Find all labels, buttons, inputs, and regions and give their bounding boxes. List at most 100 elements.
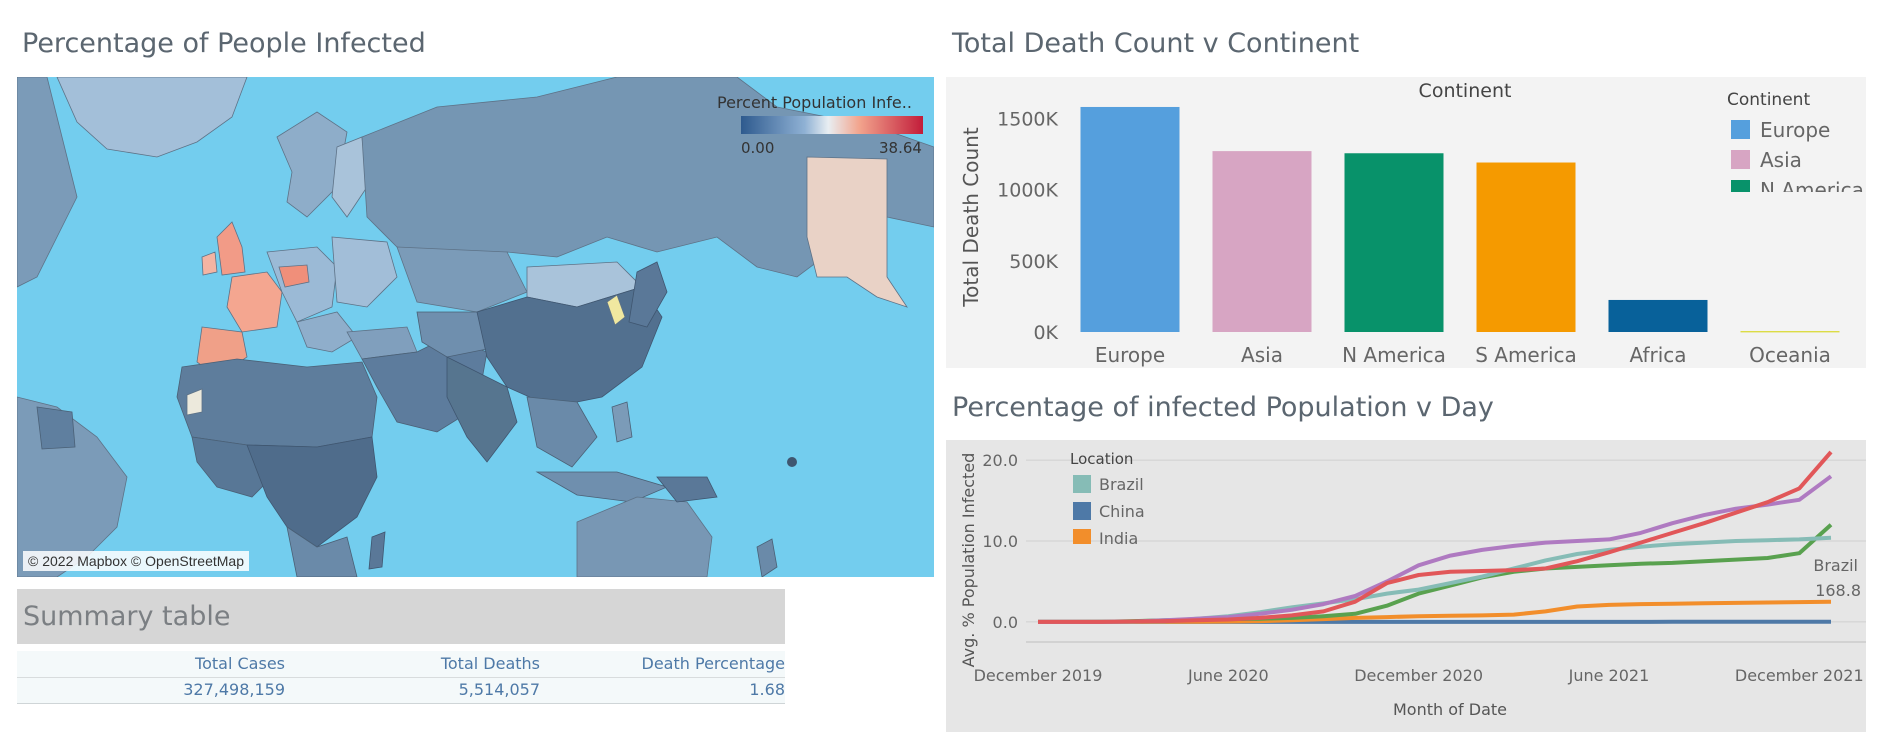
map-color-legend: Percent Population Infe.. 0.00 38.64 (717, 93, 934, 157)
line-legend-swatch[interactable] (1073, 502, 1091, 520)
map-region-colombia[interactable] (36, 406, 76, 450)
line-legend-title: Location (1070, 450, 1133, 468)
summary-col-total-cases: Total Cases (195, 654, 285, 673)
bar-chart-header: Continent (1419, 80, 1512, 102)
map-region-central-europe[interactable] (266, 246, 338, 323)
map-region-central-africa[interactable] (246, 436, 378, 548)
bar-y-tick-label: 1000K (997, 180, 1058, 202)
map-region-indonesia[interactable] (535, 471, 669, 503)
bar-y-tick-label: 1500K (997, 108, 1058, 130)
line-chart-title: Percentage of infected Population v Day (952, 392, 1494, 423)
line-chart-panel: 0.0 10.0 20.0 Avg. % Population Infected Dec… (946, 440, 1866, 732)
map-region-western-sahara[interactable] (186, 388, 203, 416)
map-title: Percentage of People Infected (22, 28, 426, 59)
map-region-india[interactable] (446, 356, 518, 463)
line-legend-label[interactable]: India (1099, 529, 1138, 548)
line-legend-swatch[interactable] (1073, 475, 1091, 493)
bar-y-axis-label: Total Death Count (959, 127, 983, 307)
map-region-kazakhstan[interactable] (396, 246, 528, 313)
bar-legend-swatch[interactable] (1731, 150, 1750, 169)
summary-total-cases-value: 327,498,159 (183, 680, 285, 699)
map-region-madagascar[interactable] (368, 531, 386, 570)
map-legend-gradient (741, 116, 923, 134)
bar-oceania[interactable] (1740, 331, 1840, 333)
map-legend-min: 0.00 (741, 139, 775, 157)
map-region-north-africa[interactable] (176, 358, 378, 448)
summary-header: Summary table (17, 589, 785, 644)
line-series[interactable] (1038, 474, 1833, 624)
line-legend-items: Brazil China India (1073, 475, 1145, 548)
line-x-tick-label: December 2020 (1354, 666, 1483, 685)
summary-col-total-deaths: Total Deaths (440, 654, 540, 673)
line-legend-swatch[interactable] (1073, 529, 1091, 547)
map-attribution[interactable]: © 2022 Mapbox © OpenStreetMap (23, 551, 249, 571)
bar-n-america[interactable] (1344, 153, 1444, 332)
summary-title: Summary table (23, 601, 231, 632)
summary-value-row: 327,498,159 5,514,057 1.68 (17, 678, 785, 704)
map-region-philippines[interactable] (611, 401, 633, 443)
map-legend-title: Percent Population Infe.. (717, 93, 912, 112)
map-region-greenland[interactable] (56, 77, 248, 158)
map-legend-max: 38.64 (879, 139, 922, 157)
map-region-eastern-europe[interactable] (331, 236, 398, 308)
map-region-czechia[interactable] (278, 264, 310, 288)
map-region-new-guinea[interactable] (656, 476, 718, 503)
bar-x-tick-label: Africa (1629, 343, 1686, 367)
map-region-north-america[interactable] (17, 77, 78, 288)
bar-y-tick-label: 500K (1009, 251, 1058, 273)
map-region-southern-africa[interactable] (286, 526, 358, 577)
bar-s-america[interactable] (1476, 162, 1576, 332)
map-svg (17, 77, 934, 577)
bar-asia[interactable] (1212, 151, 1312, 332)
summary-death-percentage-value: 1.68 (749, 680, 785, 699)
bar-legend-label[interactable]: Europe (1760, 118, 1830, 142)
bar-chart-title: Total Death Count v Continent (952, 28, 1360, 59)
line-x-tick-label: June 2021 (1568, 666, 1650, 685)
bar-x-tick-label: Asia (1241, 343, 1283, 367)
line-y-axis-label: Avg. % Population Infected (959, 453, 978, 668)
bar-legend-swatch[interactable] (1731, 180, 1750, 199)
map-region-scandinavia[interactable] (276, 111, 348, 218)
map-region-japan[interactable] (628, 261, 668, 328)
bar-x-tick-label: Europe (1095, 343, 1165, 367)
map-region-france[interactable] (226, 271, 283, 333)
line-legend-label[interactable]: China (1099, 502, 1145, 521)
line-annotation-value: 168.8 (1815, 581, 1861, 600)
line-series-brazil[interactable] (1038, 535, 1832, 624)
map-region-iran[interactable] (416, 311, 498, 358)
line-y-tick-label: 0.0 (993, 613, 1018, 632)
map-region-southeast-asia[interactable] (526, 396, 598, 468)
line-x-axis-label: Month of Date (1393, 700, 1507, 719)
bar-chart-panel: Continent Total Death Count 0K 500K 1000K 150… (946, 77, 1866, 368)
line-y-tick-label: 10.0 (982, 532, 1018, 551)
line-series[interactable] (1038, 450, 1833, 624)
bar-legend-label[interactable]: N America (1760, 178, 1864, 202)
map-region-finland[interactable] (331, 136, 368, 218)
bar-legend-label[interactable]: Asia (1760, 148, 1802, 172)
line-x-tick-label: December 2021 (1735, 666, 1864, 685)
map-region-balkans[interactable] (296, 311, 358, 353)
bar-africa[interactable] (1608, 299, 1708, 332)
world-map[interactable]: Percent Population Infe.. 0.00 38.64 © 2… (17, 77, 934, 577)
map-region-new-zealand[interactable] (756, 538, 778, 577)
line-x-tick-label: June 2020 (1187, 666, 1269, 685)
map-region-alaska[interactable] (806, 156, 908, 308)
map-region-australia[interactable] (576, 496, 713, 577)
map-region-uk[interactable] (216, 221, 246, 276)
bar-x-tick-label: N America (1342, 343, 1446, 367)
map-region-pacific-island[interactable] (787, 457, 797, 467)
map-region-ireland[interactable] (201, 251, 218, 276)
summary-col-death-percentage: Death Percentage (641, 654, 785, 673)
bar-legend-swatch[interactable] (1731, 120, 1750, 139)
bar-legend: Continent (1727, 90, 1810, 110)
bar-europe[interactable] (1080, 106, 1180, 332)
bar-legend-items: Europe Asia N America (1731, 118, 1864, 202)
map-region-korea[interactable] (606, 294, 626, 326)
line-y-tick-label: 20.0 (982, 451, 1018, 470)
line-annotation-label: Brazil (1813, 556, 1858, 575)
bar-legend-title: Continent (1727, 90, 1810, 110)
line-x-tick-label: December 2019 (974, 666, 1103, 685)
line-legend-label[interactable]: Brazil (1099, 475, 1144, 494)
bar-x-tick-label: S America (1475, 343, 1577, 367)
